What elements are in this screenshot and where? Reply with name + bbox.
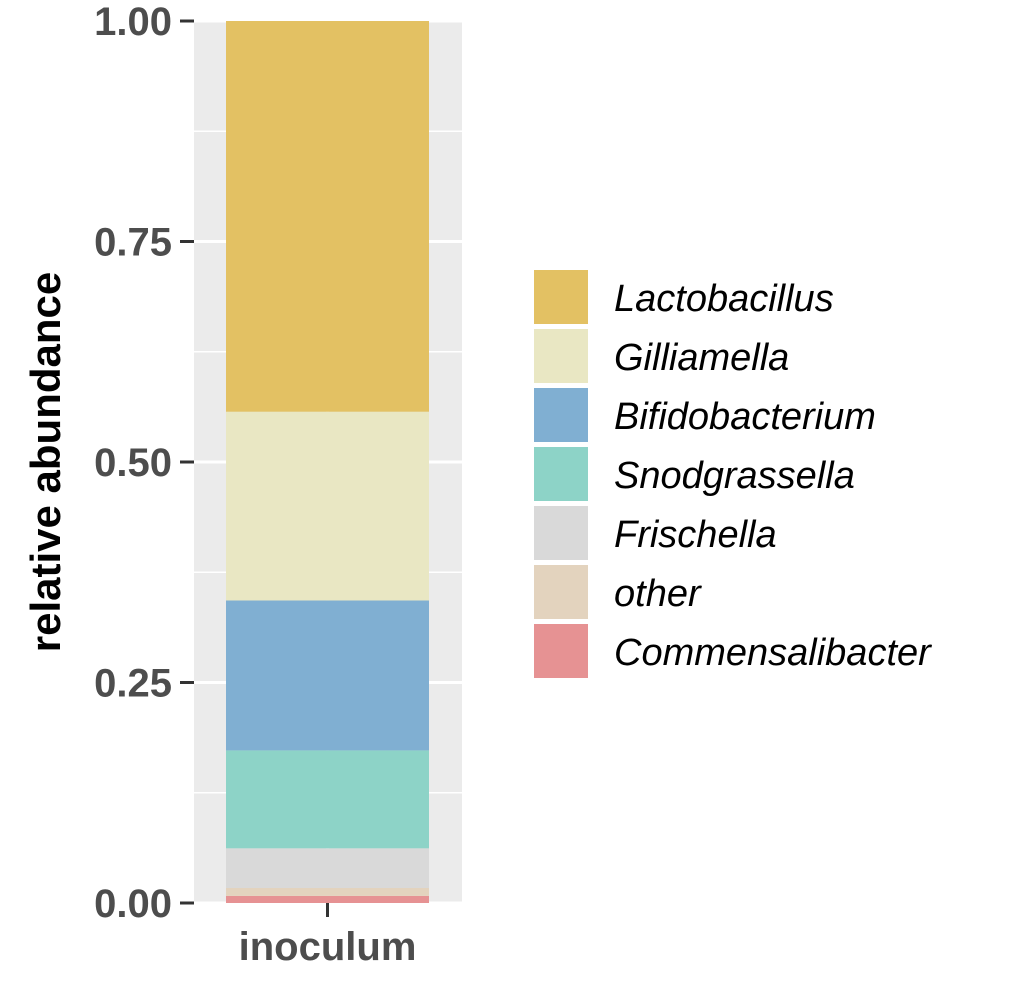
legend: Lactobacillus Gilliamella Bifidobacterium S… (534, 270, 932, 678)
bar-segment-other (226, 888, 429, 896)
bar-segment-lactobacillus (226, 21, 429, 412)
y-tick-label: 0.50 (94, 441, 172, 485)
legend-label: Gilliamella (614, 337, 789, 379)
bar-segment-snodgrassella (226, 750, 429, 849)
legend-swatch (534, 388, 588, 442)
legend-label: Bifidobacterium (614, 396, 876, 438)
y-tick-label: 0.75 (94, 221, 172, 265)
y-tick-label: 1.00 (94, 0, 172, 44)
legend-item-other: other (534, 565, 702, 619)
legend-swatch (534, 624, 588, 678)
legend-swatch (534, 506, 588, 560)
bar-segment-bifidobacterium (226, 600, 429, 751)
legend-swatch (534, 270, 588, 324)
legend-label: Lactobacillus (614, 278, 834, 320)
legend-item-snodgrassella: Snodgrassella (534, 447, 855, 501)
legend-swatch (534, 447, 588, 501)
stacked-bar (226, 21, 429, 903)
y-tick-label: 0.00 (94, 882, 172, 926)
y-axis-title: relative abundance (22, 272, 69, 652)
bar-segment-commensalibacter (226, 895, 429, 903)
x-axis: inoculum (239, 903, 417, 969)
legend-label: Frischella (614, 514, 777, 556)
legend-item-lactobacillus: Lactobacillus (534, 270, 834, 324)
legend-label: Snodgrassella (614, 455, 855, 497)
legend-label: other (614, 573, 702, 615)
bar-segment-gilliamella (226, 411, 429, 601)
legend-swatch (534, 329, 588, 383)
bar-segment-frischella (226, 848, 429, 889)
legend-item-frischella: Frischella (534, 506, 777, 560)
y-axis: 0.00 0.25 0.50 0.75 1.00 (94, 0, 194, 926)
x-tick-label: inoculum (239, 925, 417, 969)
legend-item-bifidobacterium: Bifidobacterium (534, 388, 876, 442)
y-tick-label: 0.25 (94, 662, 172, 706)
legend-item-gilliamella: Gilliamella (534, 329, 789, 383)
legend-item-commensalibacter: Commensalibacter (534, 624, 932, 678)
legend-swatch (534, 565, 588, 619)
legend-label: Commensalibacter (614, 632, 932, 674)
